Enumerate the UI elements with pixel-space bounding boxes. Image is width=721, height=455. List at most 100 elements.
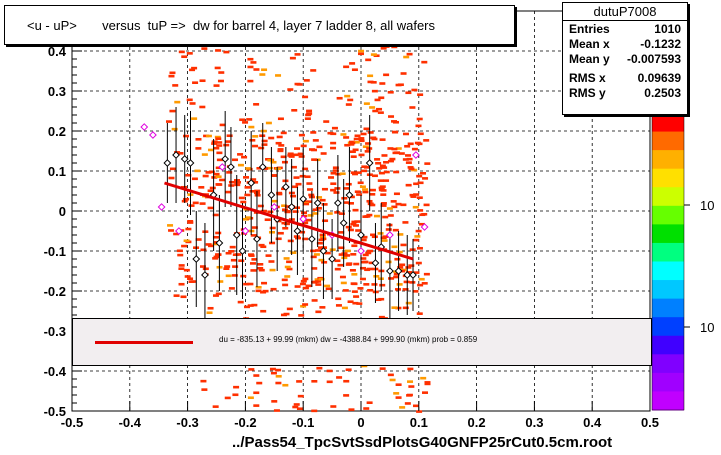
colorbar-swatch xyxy=(652,354,684,374)
histogram-cell xyxy=(269,268,276,272)
histogram-cell xyxy=(405,183,412,187)
histogram-cell xyxy=(423,203,430,207)
histogram-cell xyxy=(287,154,294,157)
histogram-cell xyxy=(275,375,282,378)
histogram-cell xyxy=(271,174,278,177)
histogram-cell xyxy=(348,143,355,146)
profile-point-black xyxy=(409,271,417,279)
histogram-cell xyxy=(383,160,390,164)
histogram-cell xyxy=(326,369,333,373)
histogram-cell xyxy=(393,272,400,276)
histogram-cell xyxy=(309,148,316,151)
histogram-cell xyxy=(207,189,214,193)
histogram-cell xyxy=(356,193,363,196)
histogram-cell xyxy=(352,148,359,152)
histogram-cell xyxy=(205,243,212,246)
histogram-cell xyxy=(338,253,345,256)
histogram-cell xyxy=(215,231,222,235)
histogram-cell xyxy=(345,225,352,229)
histogram-cell xyxy=(355,229,362,232)
plot-title: <u - uP> versus tuP => dw for barrel 4, … xyxy=(27,18,436,33)
histogram-cell xyxy=(369,203,376,207)
colorbar-swatch xyxy=(652,335,684,355)
colorbar-swatch xyxy=(652,150,684,170)
histogram-cell xyxy=(353,262,360,266)
histogram-cell xyxy=(395,396,402,399)
profile-point-magenta xyxy=(357,247,365,255)
histogram-cell xyxy=(168,176,175,180)
histogram-cell xyxy=(415,124,422,128)
histogram-cell xyxy=(385,228,392,231)
histogram-cell xyxy=(373,214,380,218)
histogram-cell xyxy=(181,244,188,248)
histogram-cell xyxy=(280,155,287,159)
histogram-cell xyxy=(312,139,319,142)
histogram-cell xyxy=(228,287,235,290)
histogram-cell xyxy=(247,304,254,307)
histogram-cell xyxy=(379,367,386,370)
histogram-cell xyxy=(254,189,261,193)
histogram-cell xyxy=(364,150,371,153)
histogram-cell xyxy=(347,300,354,304)
histogram-cell xyxy=(363,127,370,131)
histogram-cell xyxy=(255,286,262,289)
histogram-cell xyxy=(275,167,282,171)
y-tick-label: -0.4 xyxy=(44,364,67,379)
histogram-cell xyxy=(326,212,333,215)
histogram-cell xyxy=(287,152,294,156)
histogram-cell xyxy=(330,146,337,150)
profile-point-magenta xyxy=(157,203,166,211)
histogram-cell xyxy=(205,171,212,174)
stat-row-mean-x: Mean x -0.1232 xyxy=(563,36,687,51)
histogram-cell xyxy=(237,300,244,304)
histogram-cell xyxy=(362,190,369,194)
histogram-cell xyxy=(316,196,323,199)
x-tick-label: 0.5 xyxy=(641,415,659,430)
profile-point-black xyxy=(333,199,342,207)
histogram-cell xyxy=(373,275,380,278)
histogram-cell xyxy=(260,245,267,249)
histogram-cell xyxy=(226,134,233,138)
histogram-cell xyxy=(277,231,284,235)
histogram-cell xyxy=(381,239,388,242)
histogram-cell xyxy=(332,166,339,170)
histogram-cell xyxy=(354,134,361,138)
histogram-cell xyxy=(213,146,220,150)
histogram-cell xyxy=(307,214,314,217)
histogram-cell xyxy=(378,96,385,100)
histogram-cell xyxy=(350,171,357,174)
histogram-cell xyxy=(396,283,403,286)
histogram-cell xyxy=(302,221,309,225)
histogram-cell xyxy=(294,285,301,288)
histogram-cell xyxy=(349,269,356,272)
profile-point-black xyxy=(365,159,374,167)
histogram-cell xyxy=(400,203,407,207)
histogram-cell xyxy=(270,371,277,375)
histogram-cell xyxy=(284,210,291,214)
histogram-cell xyxy=(248,368,255,371)
profile-point-black xyxy=(258,163,267,171)
histogram-cell xyxy=(275,141,282,145)
histogram-cell xyxy=(255,289,262,293)
histogram-cell xyxy=(405,301,412,305)
histogram-cell xyxy=(357,181,364,185)
stats-box: dutuP7008 Entries 1010 Mean x -0.1232 Mean… xyxy=(562,2,688,115)
histogram-cell xyxy=(413,271,420,274)
histogram-cell xyxy=(270,287,277,291)
histogram-cell xyxy=(191,66,198,70)
histogram-cell xyxy=(409,193,416,197)
histogram-cell xyxy=(214,66,221,70)
colorbar-swatch xyxy=(652,317,684,337)
histogram-cell xyxy=(356,302,363,305)
colorbar-swatch xyxy=(652,242,684,262)
histogram-cell xyxy=(411,88,418,92)
colorbar-swatch xyxy=(652,205,684,225)
y-tick-label: 0.1 xyxy=(48,164,66,179)
histogram-cell xyxy=(361,169,368,173)
histogram-cell xyxy=(212,213,219,217)
histogram-cell xyxy=(302,95,309,99)
histogram-cell xyxy=(418,222,425,226)
histogram-cell xyxy=(351,220,358,224)
histogram-cell xyxy=(294,82,301,86)
profile-point-black xyxy=(267,191,276,199)
